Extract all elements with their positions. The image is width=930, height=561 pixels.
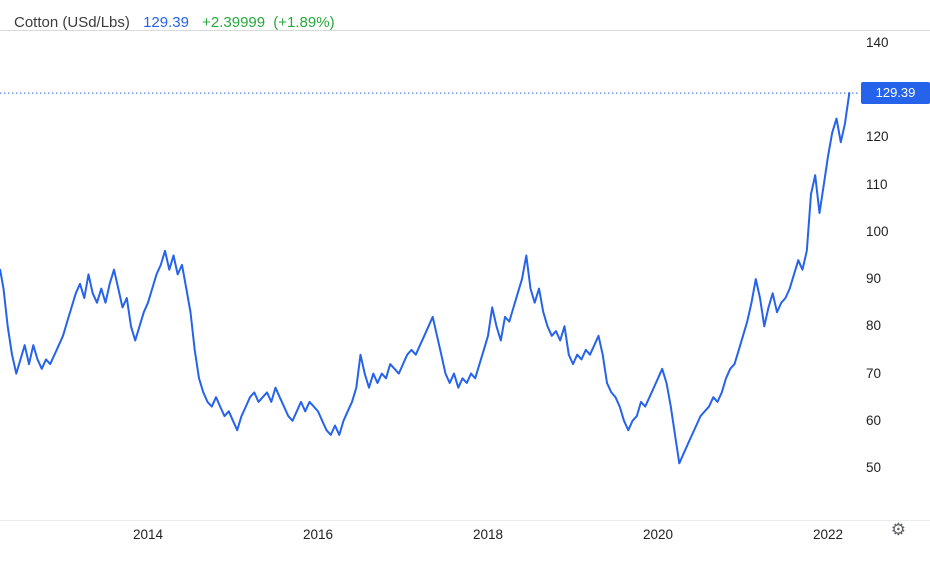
y-axis: 140 120 110 100 90 80 70 60 50 — [866, 0, 930, 520]
last-price: 129.39 — [143, 14, 189, 31]
y-axis-label: 80 — [866, 318, 882, 333]
y-axis-label: 60 — [866, 413, 882, 428]
x-axis-label: 2020 — [642, 527, 674, 542]
y-axis-label: 70 — [866, 366, 882, 381]
price-change-percent: (+1.89%) — [273, 14, 335, 31]
y-axis-label: 120 — [866, 129, 889, 144]
y-axis-label: 140 — [866, 35, 889, 50]
gear-icon[interactable]: ⚙ — [890, 520, 906, 539]
x-axis-label: 2022 — [812, 527, 844, 542]
x-axis-label: 2014 — [132, 527, 164, 542]
header-divider — [0, 30, 930, 31]
price-line — [0, 92, 851, 465]
instrument-title: Cotton (USd/Lbs) — [14, 14, 130, 31]
y-axis-label: 110 — [866, 177, 888, 192]
chart-header: Cotton (USd/Lbs) 129.39 +2.39999 (+1.89%… — [14, 14, 335, 31]
x-axis-label: 2016 — [302, 527, 334, 542]
price-change: +2.39999 — [202, 14, 266, 31]
y-axis-label: 100 — [866, 224, 889, 239]
y-axis-label: 50 — [866, 460, 882, 475]
x-axis-divider — [0, 520, 930, 521]
current-price-badge: 129.39 — [861, 82, 930, 104]
y-axis-label: 90 — [866, 271, 882, 286]
x-axis-label: 2018 — [472, 527, 504, 542]
x-axis: 2014 2016 2018 2020 2022 — [0, 527, 930, 547]
